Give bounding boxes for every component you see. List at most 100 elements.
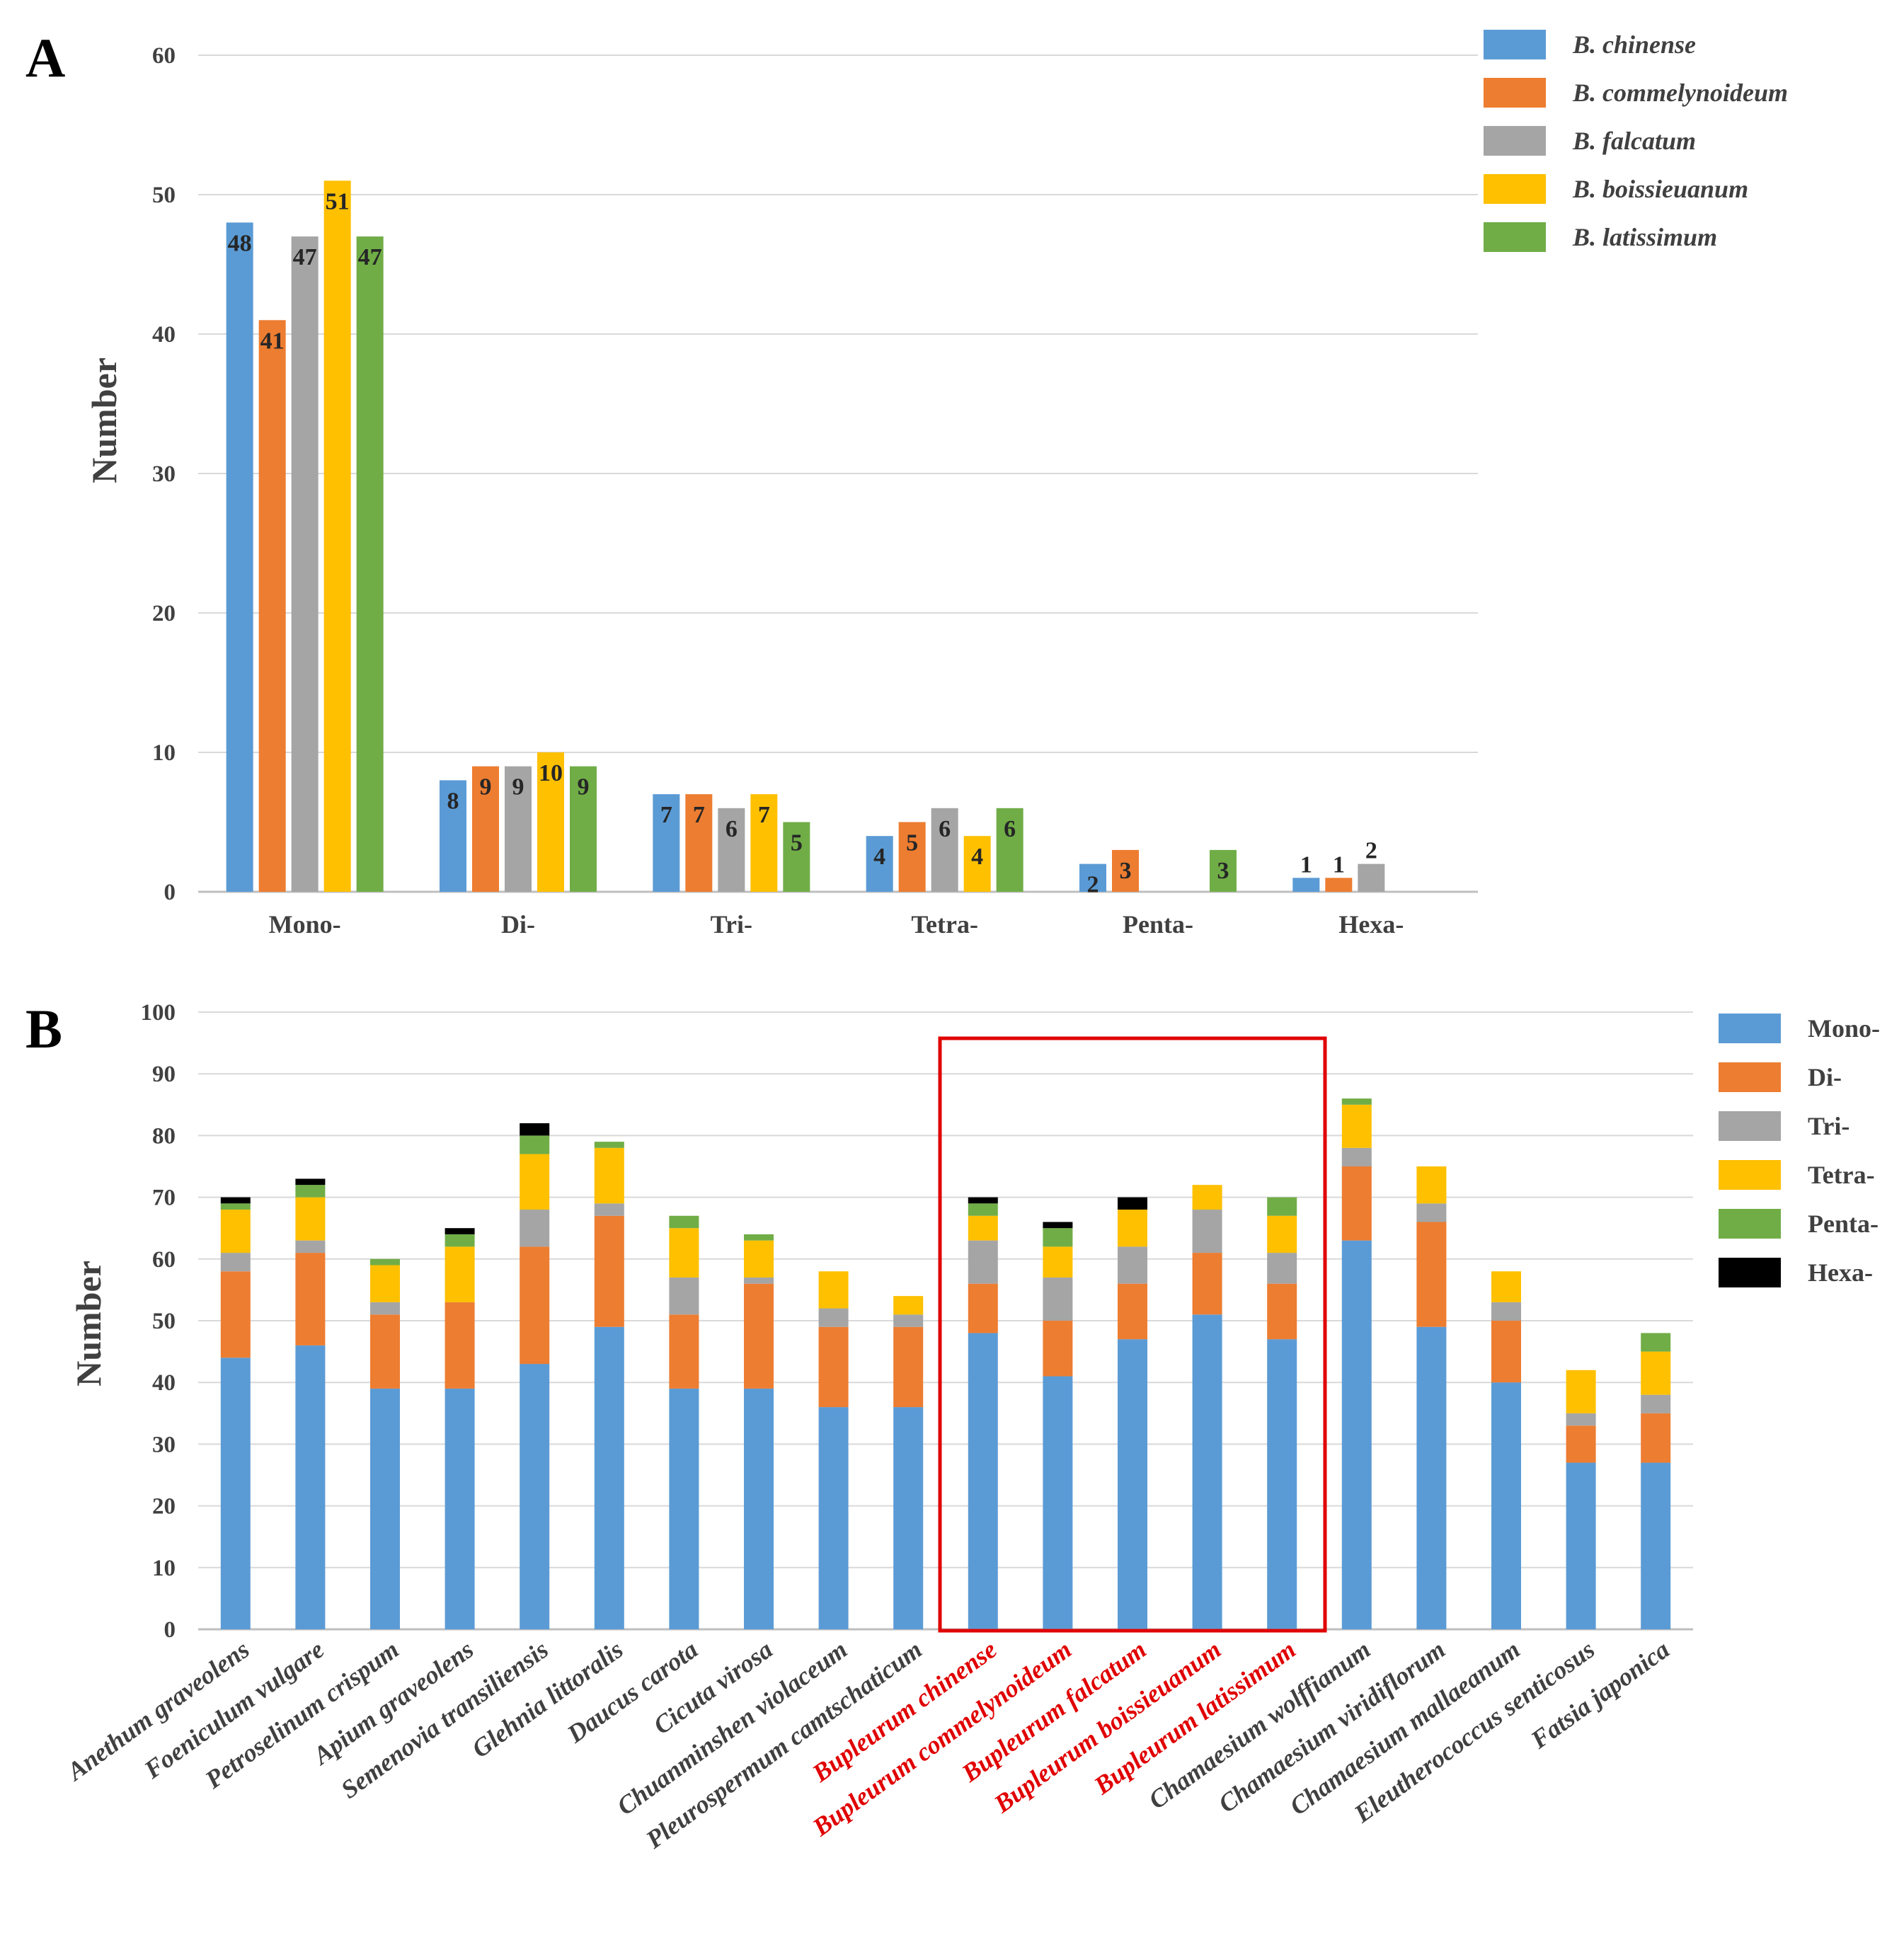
panel-b-bar-segment [1267, 1197, 1297, 1216]
panel-b-bar-segment [220, 1253, 251, 1272]
panel-b-bar-segment [818, 1326, 849, 1408]
panel-b-bar-segment [818, 1407, 849, 1629]
panel-b-bar-segment [1341, 1240, 1372, 1629]
panel-a-bar [866, 836, 893, 892]
panel-b-bar-segment [893, 1296, 924, 1315]
panel-a-data-label: 47 [358, 244, 382, 270]
panel-b-bar-segment [1641, 1413, 1671, 1463]
panel-b-bar-segment [669, 1314, 699, 1389]
panel-b-legend-label: Penta- [1808, 1210, 1879, 1238]
panel-a-data-label: 3 [1217, 858, 1229, 884]
panel-b-bar-segment [1118, 1283, 1147, 1340]
panel-b-bar-segment [220, 1203, 251, 1210]
panel-a-x-tick-label: Penta- [1123, 910, 1193, 939]
panel-b-legend-swatch [1719, 1062, 1781, 1092]
panel-b-y-tick-label: 60 [152, 1247, 176, 1273]
panel-b-bar-segment [669, 1277, 699, 1315]
panel-a-data-label: 47 [293, 244, 317, 270]
panel-b-bar-segment [669, 1215, 699, 1229]
panel-b-bar-segment [1192, 1210, 1222, 1253]
panel-a-data-label: 8 [447, 788, 459, 814]
panel-b-bar-segment [445, 1302, 475, 1389]
panel-b-bar-segment [295, 1185, 326, 1198]
panel-b-y-tick-label: 10 [152, 1556, 176, 1581]
panel-a-data-label: 2 [1365, 838, 1377, 864]
panel-b-legend-label: Mono- [1808, 1014, 1880, 1043]
panel-a-bar [440, 780, 466, 892]
panel-b-bar-segment [1641, 1333, 1671, 1352]
panel-b-bar-segment [1118, 1246, 1147, 1284]
panel-a-data-label: 1 [1333, 851, 1345, 878]
panel-a-data-label: 5 [906, 830, 918, 856]
panel-a-data-label: 7 [758, 802, 770, 828]
panel-b-label: B [25, 998, 62, 1060]
panel-a-bar [653, 794, 680, 892]
panel-b-legend-swatch [1719, 1014, 1781, 1043]
panel-b-bar-segment [744, 1283, 774, 1389]
panel-b-bar-segment [594, 1203, 624, 1216]
panel-a-bar [1112, 849, 1139, 892]
panel-b-bar-segment [1641, 1351, 1671, 1395]
panel-b-y-tick-label: 40 [152, 1370, 176, 1396]
panel-b-bar-segment [594, 1326, 624, 1629]
panel-b-bar-segment [520, 1135, 550, 1154]
panel-a-x-tick-label: Tetra- [911, 910, 978, 939]
panel-b-legend-swatch [1719, 1111, 1781, 1141]
panel-b-y-tick-label: 30 [152, 1432, 176, 1457]
panel-b-bar-segment [1491, 1302, 1521, 1321]
panel-b-bar-segment [520, 1154, 550, 1210]
panel-a-y-tick-label: 50 [152, 183, 176, 208]
panel-b-bar-segment [1043, 1376, 1073, 1629]
panel-b-bar-segment [520, 1246, 550, 1365]
panel-b-bar-segment [1043, 1228, 1073, 1247]
panel-a-y-tick-label: 30 [152, 461, 176, 487]
panel-b-bar-segment [220, 1271, 251, 1358]
panel-b-bar-segment [1043, 1321, 1073, 1377]
panel-b-bar-segment [220, 1358, 251, 1629]
panel-a-data-label: 3 [1120, 858, 1132, 884]
panel-a-x-tick-label: Hexa- [1338, 910, 1404, 939]
panel-b-legend-label: Di- [1808, 1063, 1842, 1091]
panel-b-bar-segment [370, 1302, 400, 1315]
panel-b-bar-segment [445, 1388, 475, 1629]
panel-a-legend-swatch [1484, 222, 1546, 252]
panel-a-data-label: 6 [939, 816, 951, 842]
panel-a-y-tick-label: 10 [152, 740, 176, 766]
panel-b-y-tick-label: 0 [164, 1617, 176, 1643]
panel-a-x-tick-label: Tri- [711, 910, 752, 939]
panel-b-y-tick-label: 100 [141, 1000, 176, 1026]
panel-b-bar-segment [1118, 1197, 1147, 1210]
panel-a-legend-label: B. falcatum [1572, 127, 1696, 155]
panel-b-bar-segment [818, 1308, 849, 1327]
panel-b-bar-segment [594, 1147, 624, 1204]
panel-a-y-tick-label: 0 [164, 880, 176, 905]
panel-b-bar-segment [445, 1246, 475, 1302]
panel-a-data-label: 4 [971, 844, 983, 870]
panel-a-bar [963, 836, 991, 892]
panel-b-y-tick-label: 80 [152, 1123, 176, 1149]
panel-b-y-tick-label: 70 [152, 1186, 176, 1211]
panel-b-bar-segment [1267, 1253, 1297, 1284]
panel-b-bar-segment [370, 1258, 400, 1266]
panel-b-bar-segment [744, 1234, 774, 1241]
panel-b-bar-segment [1416, 1222, 1447, 1327]
panel-b-bar-segment [1416, 1203, 1447, 1222]
panel-b-bar-segment [1192, 1314, 1222, 1629]
panel-b-bar-segment [1043, 1246, 1073, 1278]
panel-a-label: A [25, 27, 65, 88]
panel-a-bar [783, 822, 810, 892]
panel-b-bar-segment [1491, 1382, 1521, 1629]
panel-b-bar-segment [1043, 1277, 1073, 1321]
panel-a-bar [356, 236, 384, 893]
panel-b-bar-segment [1267, 1283, 1297, 1340]
panel-a-legend-swatch [1484, 78, 1546, 108]
panel-b-legend-label: Tetra- [1808, 1161, 1875, 1189]
panel-a-data-label: 48 [228, 230, 252, 256]
panel-a-data-label: 9 [512, 774, 524, 800]
panel-a-data-label: 9 [480, 774, 492, 800]
panel-b-legend-label: Hexa- [1808, 1258, 1873, 1287]
panel-b-bar-segment [1267, 1215, 1297, 1253]
panel-a-data-label: 6 [726, 816, 738, 842]
panel-a-bar [472, 766, 499, 892]
panel-a-legend-label: B. latissimum [1572, 223, 1717, 251]
